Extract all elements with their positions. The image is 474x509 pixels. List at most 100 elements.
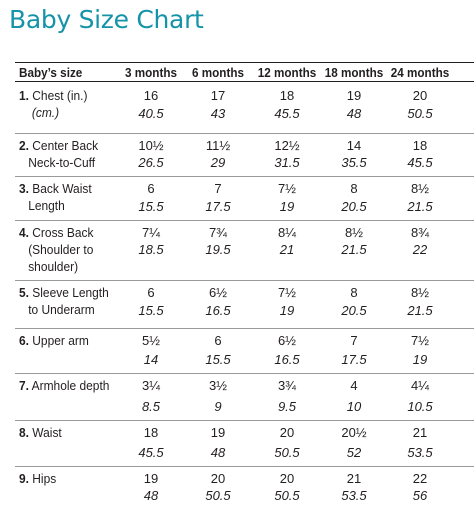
row-label-line: Hips — [28, 471, 57, 486]
inch-value: 18 — [143, 425, 159, 440]
inch-value: 14 — [346, 138, 362, 153]
row-label: 1. Chest (in.) (cm.) — [19, 87, 87, 121]
row-label-line: Length — [28, 198, 65, 213]
inch-value: 3½ — [208, 378, 228, 393]
row-label-line: Center Back — [28, 138, 99, 153]
table-row: 9. Hips 19 48 20 50.5 20 50.5 21 53.5 22 56 — [15, 467, 474, 509]
cm-value: 17.5 — [205, 199, 231, 214]
cm-value: 40.5 — [138, 106, 164, 121]
row-number: 2. — [19, 138, 29, 153]
cm-value: 48 — [143, 488, 159, 503]
inch-value: 7 — [214, 181, 222, 196]
inch-value: 8½ — [410, 181, 430, 196]
cm-value: 21.5 — [407, 199, 433, 214]
cm-value: 50.5 — [205, 488, 231, 503]
cm-value: 29 — [210, 155, 226, 170]
inch-value: 16 — [143, 88, 159, 103]
inch-value: 18 — [412, 138, 428, 153]
row-label-line: Neck-to-Cuff — [28, 155, 96, 170]
cm-value: 48 — [346, 106, 362, 121]
cm-value: 50.5 — [274, 488, 300, 503]
inch-value: 3¼ — [141, 378, 161, 393]
header-col-18-months: 18 months — [324, 65, 384, 80]
cm-value: 15.5 — [138, 303, 164, 318]
inch-value: 20 — [279, 471, 295, 486]
inch-value: 5½ — [141, 333, 161, 348]
cm-value: 19.5 — [205, 242, 231, 257]
inch-value: 20 — [279, 425, 295, 440]
cm-value: 9.5 — [277, 399, 297, 414]
cm-value: 20.5 — [341, 199, 367, 214]
inch-value: 7¼ — [141, 225, 161, 240]
cm-value: 18.5 — [138, 242, 164, 257]
inch-value: 6 — [147, 181, 155, 196]
inch-value: 21 — [346, 471, 362, 486]
cm-value: 21 — [279, 242, 295, 257]
cm-value: 21.5 — [341, 242, 367, 257]
cm-value: 15.5 — [205, 352, 231, 367]
size-table: Baby’s size 3 months 6 months 12 months … — [0, 62, 474, 509]
inch-value: 8 — [350, 285, 358, 300]
header-label: Baby’s size — [19, 65, 83, 80]
inch-value: 20 — [412, 88, 428, 103]
inch-value: 22 — [412, 471, 428, 486]
cm-value: 31.5 — [274, 155, 300, 170]
row-label: 4. Cross Back (Shoulder to shoulder) — [19, 224, 93, 275]
cm-value: 16.5 — [205, 303, 231, 318]
table-row: 1. Chest (in.) (cm.) 16 40.5 17 43 18 45.5 19 48 2… — [15, 84, 474, 134]
row-label: 9. Hips — [19, 470, 56, 487]
inch-value: 19 — [210, 425, 226, 440]
cm-value: 10 — [346, 399, 362, 414]
cm-value: 14 — [143, 352, 159, 367]
header-col-6-months: 6 months — [191, 65, 245, 80]
inch-value: 10½ — [138, 138, 164, 153]
header-bottom-rule — [15, 81, 474, 82]
row-label-line: Upper arm — [28, 333, 89, 348]
table-row: 3. Back Waist Length 6 15.5 7 17.5 7½ 19 8 20.5 8½… — [15, 177, 474, 221]
inch-value: 18 — [279, 88, 295, 103]
cm-value: 56 — [412, 488, 428, 503]
inch-value: 6½ — [277, 333, 297, 348]
inch-value: 7½ — [277, 285, 297, 300]
row-label-line: Armhole depth — [28, 378, 110, 393]
inch-value: 12½ — [274, 138, 300, 153]
row-number: 5. — [19, 285, 29, 300]
cm-value: 17.5 — [341, 352, 367, 367]
cm-value: 53.5 — [341, 488, 367, 503]
row-sub-label: (cm.) — [31, 105, 60, 120]
cm-value: 10.5 — [407, 399, 433, 414]
page-title: Baby Size Chart — [9, 5, 204, 34]
inch-value: 7½ — [410, 333, 430, 348]
row-label: 3. Back Waist Length — [19, 180, 92, 214]
cm-value: 45.5 — [407, 155, 433, 170]
inch-value: 8¼ — [277, 225, 297, 240]
inch-value: 20½ — [341, 425, 367, 440]
header-col-12-months: 12 months — [257, 65, 317, 80]
row-label-line: Chest (in.) — [28, 88, 88, 103]
inch-value: 19 — [346, 88, 362, 103]
inch-value: 8 — [350, 181, 358, 196]
cm-value: 20.5 — [341, 303, 367, 318]
table-row: 2. Center Back Neck-to-Cuff 10½ 26.5 11½ 29 12… — [15, 134, 474, 177]
cm-value: 9 — [214, 399, 222, 414]
inch-value: 8¾ — [410, 225, 430, 240]
inch-value: 6 — [147, 285, 155, 300]
cm-value: 53.5 — [407, 445, 433, 460]
cm-value: 19 — [279, 199, 295, 214]
inch-value: 19 — [143, 471, 159, 486]
cm-value: 45.5 — [138, 445, 164, 460]
table-row: 4. Cross Back (Shoulder to shoulder) 7¼ 18.5… — [15, 221, 474, 281]
header-top-rule — [15, 62, 474, 63]
cm-value: 52 — [346, 445, 362, 460]
row-number: 4. — [19, 225, 29, 240]
cm-value: 50.5 — [407, 106, 433, 121]
row-number: 8. — [19, 425, 29, 440]
cm-value: 8.5 — [141, 399, 161, 414]
cm-value: 48 — [210, 445, 226, 460]
inch-value: 7¾ — [208, 225, 228, 240]
row-label-line: Waist — [28, 425, 62, 440]
table-row: 6. Upper arm 5½ 14 6 15.5 6½ 16.5 7 17.5 7½ 19 — [15, 329, 474, 374]
table-row: 8. Waist 18 45.5 19 48 20 50.5 20½ 52 21 53.5 — [15, 421, 474, 467]
row-label: 8. Waist — [19, 424, 62, 441]
